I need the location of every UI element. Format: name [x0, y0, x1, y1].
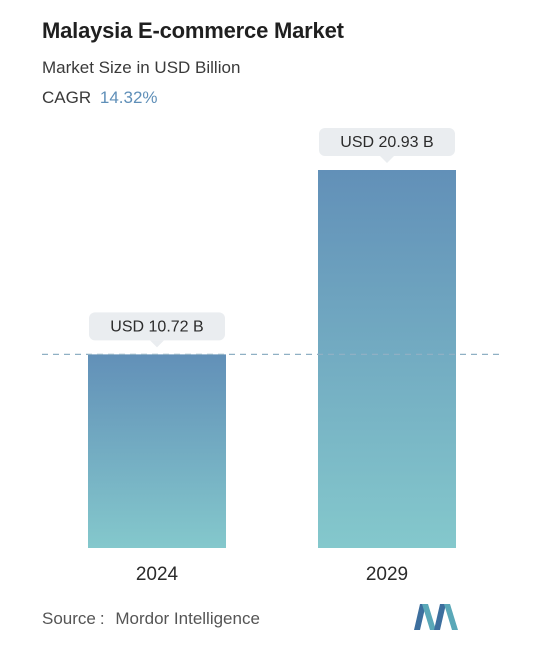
- mordor-logo-icon: [414, 604, 458, 630]
- data-label-2024: USD 10.72 B: [89, 312, 225, 348]
- data-label-pointer: [380, 156, 394, 163]
- cagr-line: CAGR 14.32%: [42, 88, 158, 108]
- data-label-background: [89, 312, 225, 341]
- data-label-pointer: [150, 340, 164, 348]
- x-tick-label-2024: 2024: [136, 564, 179, 585]
- cagr-label: CAGR: [42, 88, 92, 107]
- data-label-2029: USD 20.93 B: [319, 128, 455, 163]
- data-label-text: USD 10.72 B: [110, 318, 203, 335]
- bar-2024: [88, 354, 226, 548]
- x-tick-label-2029: 2029: [366, 564, 408, 585]
- data-label-text: USD 20.93 B: [340, 134, 433, 151]
- bar-chart: USD 10.72 B USD 20.93 B 2024 2029: [42, 128, 503, 585]
- cagr-value: 14.32%: [99, 88, 158, 107]
- source-note: Source: Mordor Intelligence: [42, 609, 260, 629]
- source-name: Mordor Intelligence: [115, 609, 260, 628]
- data-label-background: [319, 128, 455, 156]
- chart-subtitle: Market Size in USD Billion: [42, 58, 241, 77]
- bar-2029: [318, 170, 456, 548]
- source-separator: :: [99, 609, 105, 628]
- source-label: Source: [42, 609, 96, 628]
- chart-title: Malaysia E-commerce Market: [42, 18, 344, 43]
